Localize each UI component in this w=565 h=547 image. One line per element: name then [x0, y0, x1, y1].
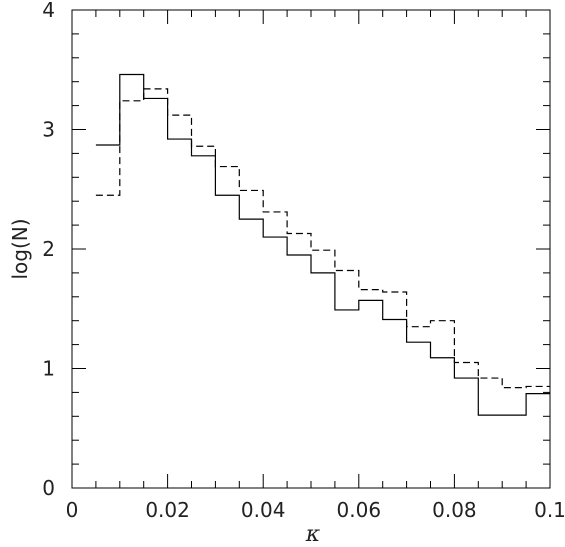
series-layer — [95, 73, 550, 416]
y-tick-label: 4 — [42, 0, 55, 22]
y-tick-label: 0 — [42, 476, 55, 500]
x-tick-label: 0.04 — [241, 498, 286, 522]
x-axis-label: κ — [305, 522, 321, 547]
tick-labels: 0 0.02 0.04 0.06 0.08 0.1 0 1 2 3 4 — [42, 0, 565, 522]
x-tick-label: 0.02 — [145, 498, 190, 522]
plot-frame — [71, 9, 551, 489]
solid-histogram-series — [95, 73, 550, 416]
y-tick-label: 2 — [42, 237, 55, 261]
y-axis-label: log(N) — [8, 218, 32, 279]
y-tick-label: 3 — [42, 118, 55, 142]
y-tick-label: 1 — [42, 357, 55, 381]
dashed-histogram-series — [95, 88, 550, 389]
x-tick-label: 0.1 — [534, 498, 565, 522]
x-tick-label: 0 — [66, 498, 79, 522]
x-tick-label: 0.06 — [337, 498, 382, 522]
x-tick-label: 0.08 — [432, 498, 477, 522]
